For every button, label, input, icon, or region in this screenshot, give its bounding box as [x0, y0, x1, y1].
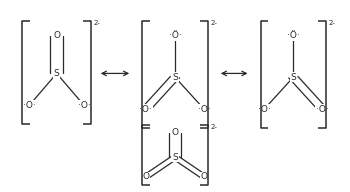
Text: 2-: 2- — [210, 20, 217, 26]
Text: ·O·: ·O· — [169, 31, 181, 40]
Text: O: O — [201, 172, 208, 181]
Text: ·O·: ·O· — [198, 105, 211, 114]
Text: ·O·: ·O· — [287, 31, 300, 40]
Text: ·O·: ·O· — [23, 101, 36, 110]
Text: ·O·: ·O· — [258, 105, 271, 114]
Text: ·Ö·: ·Ö· — [169, 31, 181, 40]
Text: O: O — [172, 128, 178, 137]
Text: S: S — [290, 73, 296, 82]
Text: ·O·: ·O· — [139, 105, 152, 114]
Text: 2-: 2- — [210, 124, 217, 130]
Text: O: O — [142, 172, 149, 181]
Text: S: S — [172, 153, 178, 162]
Text: 2-: 2- — [94, 20, 100, 26]
Text: 2-: 2- — [329, 20, 336, 26]
Text: S: S — [54, 69, 60, 78]
Text: O: O — [53, 31, 60, 40]
Text: ·O·: ·O· — [78, 101, 91, 110]
Text: S: S — [172, 73, 178, 82]
Text: ·O·: ·O· — [316, 105, 329, 114]
Text: ·Ö·: ·Ö· — [287, 31, 300, 40]
